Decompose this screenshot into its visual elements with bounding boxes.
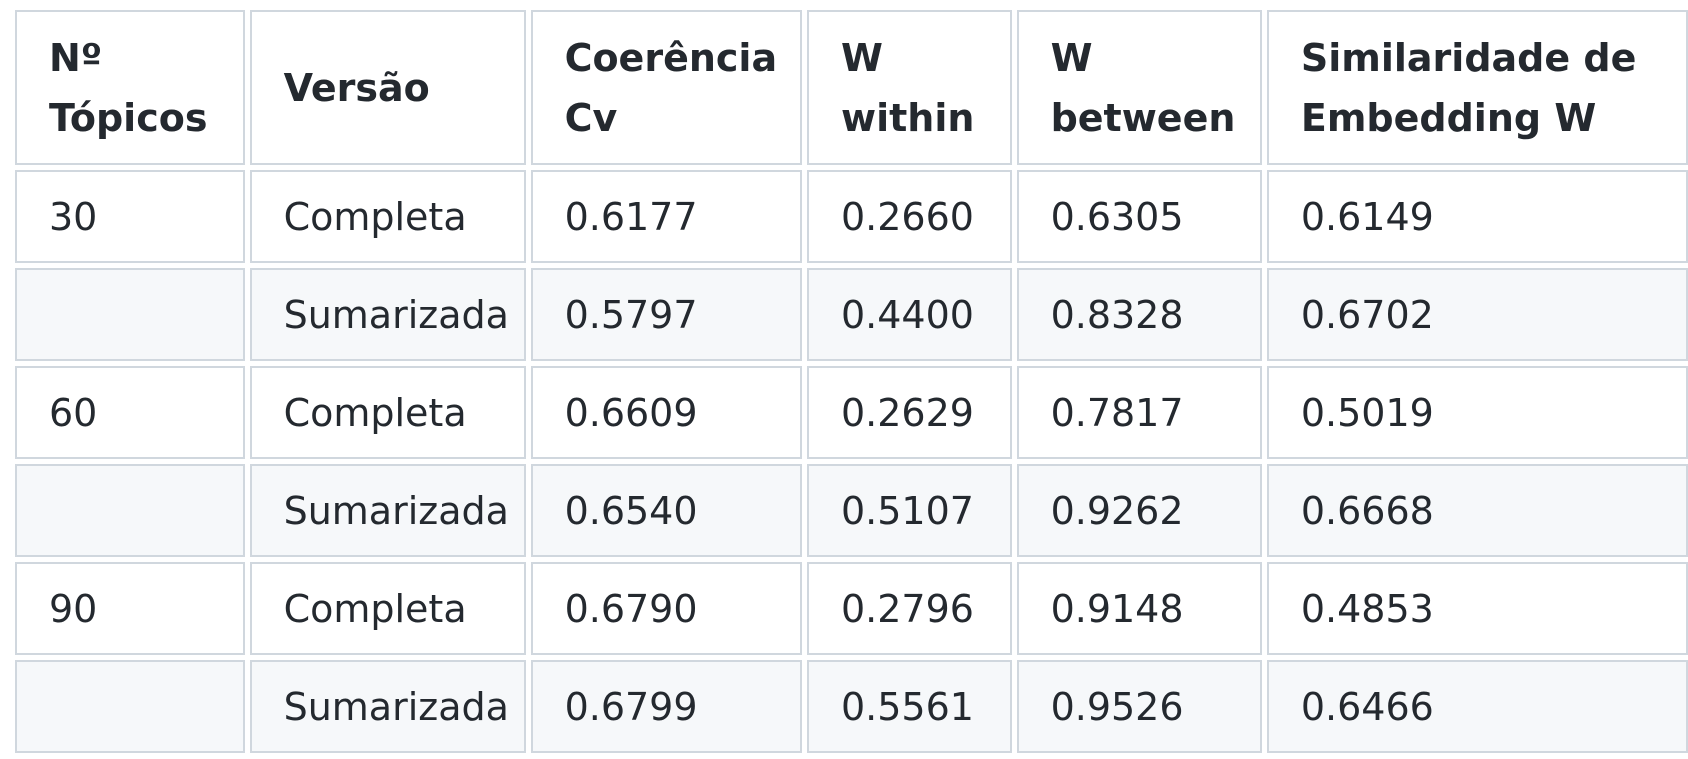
cell-similaridade-embedding: 0.5019 <box>1266 366 1688 459</box>
cell-w-between: 0.9148 <box>1016 562 1262 655</box>
cell-versao: Completa <box>249 562 526 655</box>
cell-num-topicos: 90 <box>15 562 245 655</box>
table-row: 60 Completa 0.6609 0.2629 0.7817 0.5019 <box>15 366 1688 459</box>
header-line: Cv <box>564 95 618 140</box>
header-similaridade-embedding: Similaridade de Embedding W <box>1266 10 1688 165</box>
cell-w-within: 0.4400 <box>806 268 1012 361</box>
cell-versao: Sumarizada <box>249 268 526 361</box>
cell-coerencia-cv: 0.6799 <box>530 660 802 753</box>
cell-w-between: 0.7817 <box>1016 366 1262 459</box>
cell-num-topicos <box>15 268 245 361</box>
header-line: Nº <box>49 35 103 80</box>
cell-coerencia-cv: 0.6609 <box>530 366 802 459</box>
header-line: Versão <box>283 65 430 110</box>
header-line: between <box>1050 95 1236 140</box>
header-line: W <box>840 35 883 80</box>
table-row: 30 Completa 0.6177 0.2660 0.6305 0.6149 <box>15 170 1688 263</box>
header-versao: Versão <box>249 10 526 165</box>
cell-w-within: 0.5561 <box>806 660 1012 753</box>
cell-coerencia-cv: 0.6540 <box>530 464 802 557</box>
header-coerencia-cv: Coerência Cv <box>530 10 802 165</box>
cell-w-within: 0.2629 <box>806 366 1012 459</box>
header-line: within <box>840 95 975 140</box>
cell-num-topicos <box>15 464 245 557</box>
cell-versao: Sumarizada <box>249 660 526 753</box>
table-row: Sumarizada 0.6799 0.5561 0.9526 0.6466 <box>15 660 1688 753</box>
cell-similaridade-embedding: 0.6702 <box>1266 268 1688 361</box>
cell-w-between: 0.9526 <box>1016 660 1262 753</box>
cell-w-between: 0.9262 <box>1016 464 1262 557</box>
header-line: Tópicos <box>49 95 208 140</box>
cell-versao: Sumarizada <box>249 464 526 557</box>
cell-num-topicos <box>15 660 245 753</box>
cell-similaridade-embedding: 0.4853 <box>1266 562 1688 655</box>
cell-num-topicos: 30 <box>15 170 245 263</box>
cell-coerencia-cv: 0.6177 <box>530 170 802 263</box>
cell-versao: Completa <box>249 170 526 263</box>
table-row: Sumarizada 0.6540 0.5107 0.9262 0.6668 <box>15 464 1688 557</box>
cell-coerencia-cv: 0.5797 <box>530 268 802 361</box>
table-row: Sumarizada 0.5797 0.4400 0.8328 0.6702 <box>15 268 1688 361</box>
cell-versao: Completa <box>249 366 526 459</box>
header-line: Coerência <box>564 35 778 80</box>
header-line: Embedding W <box>1300 95 1597 140</box>
header-num-topicos: Nº Tópicos <box>15 10 245 165</box>
cell-w-between: 0.6305 <box>1016 170 1262 263</box>
cell-w-within: 0.2796 <box>806 562 1012 655</box>
cell-w-within: 0.5107 <box>806 464 1012 557</box>
cell-similaridade-embedding: 0.6466 <box>1266 660 1688 753</box>
cell-similaridade-embedding: 0.6149 <box>1266 170 1688 263</box>
cell-coerencia-cv: 0.6790 <box>530 562 802 655</box>
header-line: W <box>1050 35 1093 80</box>
cell-w-within: 0.2660 <box>806 170 1012 263</box>
cell-similaridade-embedding: 0.6668 <box>1266 464 1688 557</box>
cell-num-topicos: 60 <box>15 366 245 459</box>
table-row: 90 Completa 0.6790 0.2796 0.9148 0.4853 <box>15 562 1688 655</box>
header-line: Similaridade de <box>1300 35 1637 80</box>
cell-w-between: 0.8328 <box>1016 268 1262 361</box>
